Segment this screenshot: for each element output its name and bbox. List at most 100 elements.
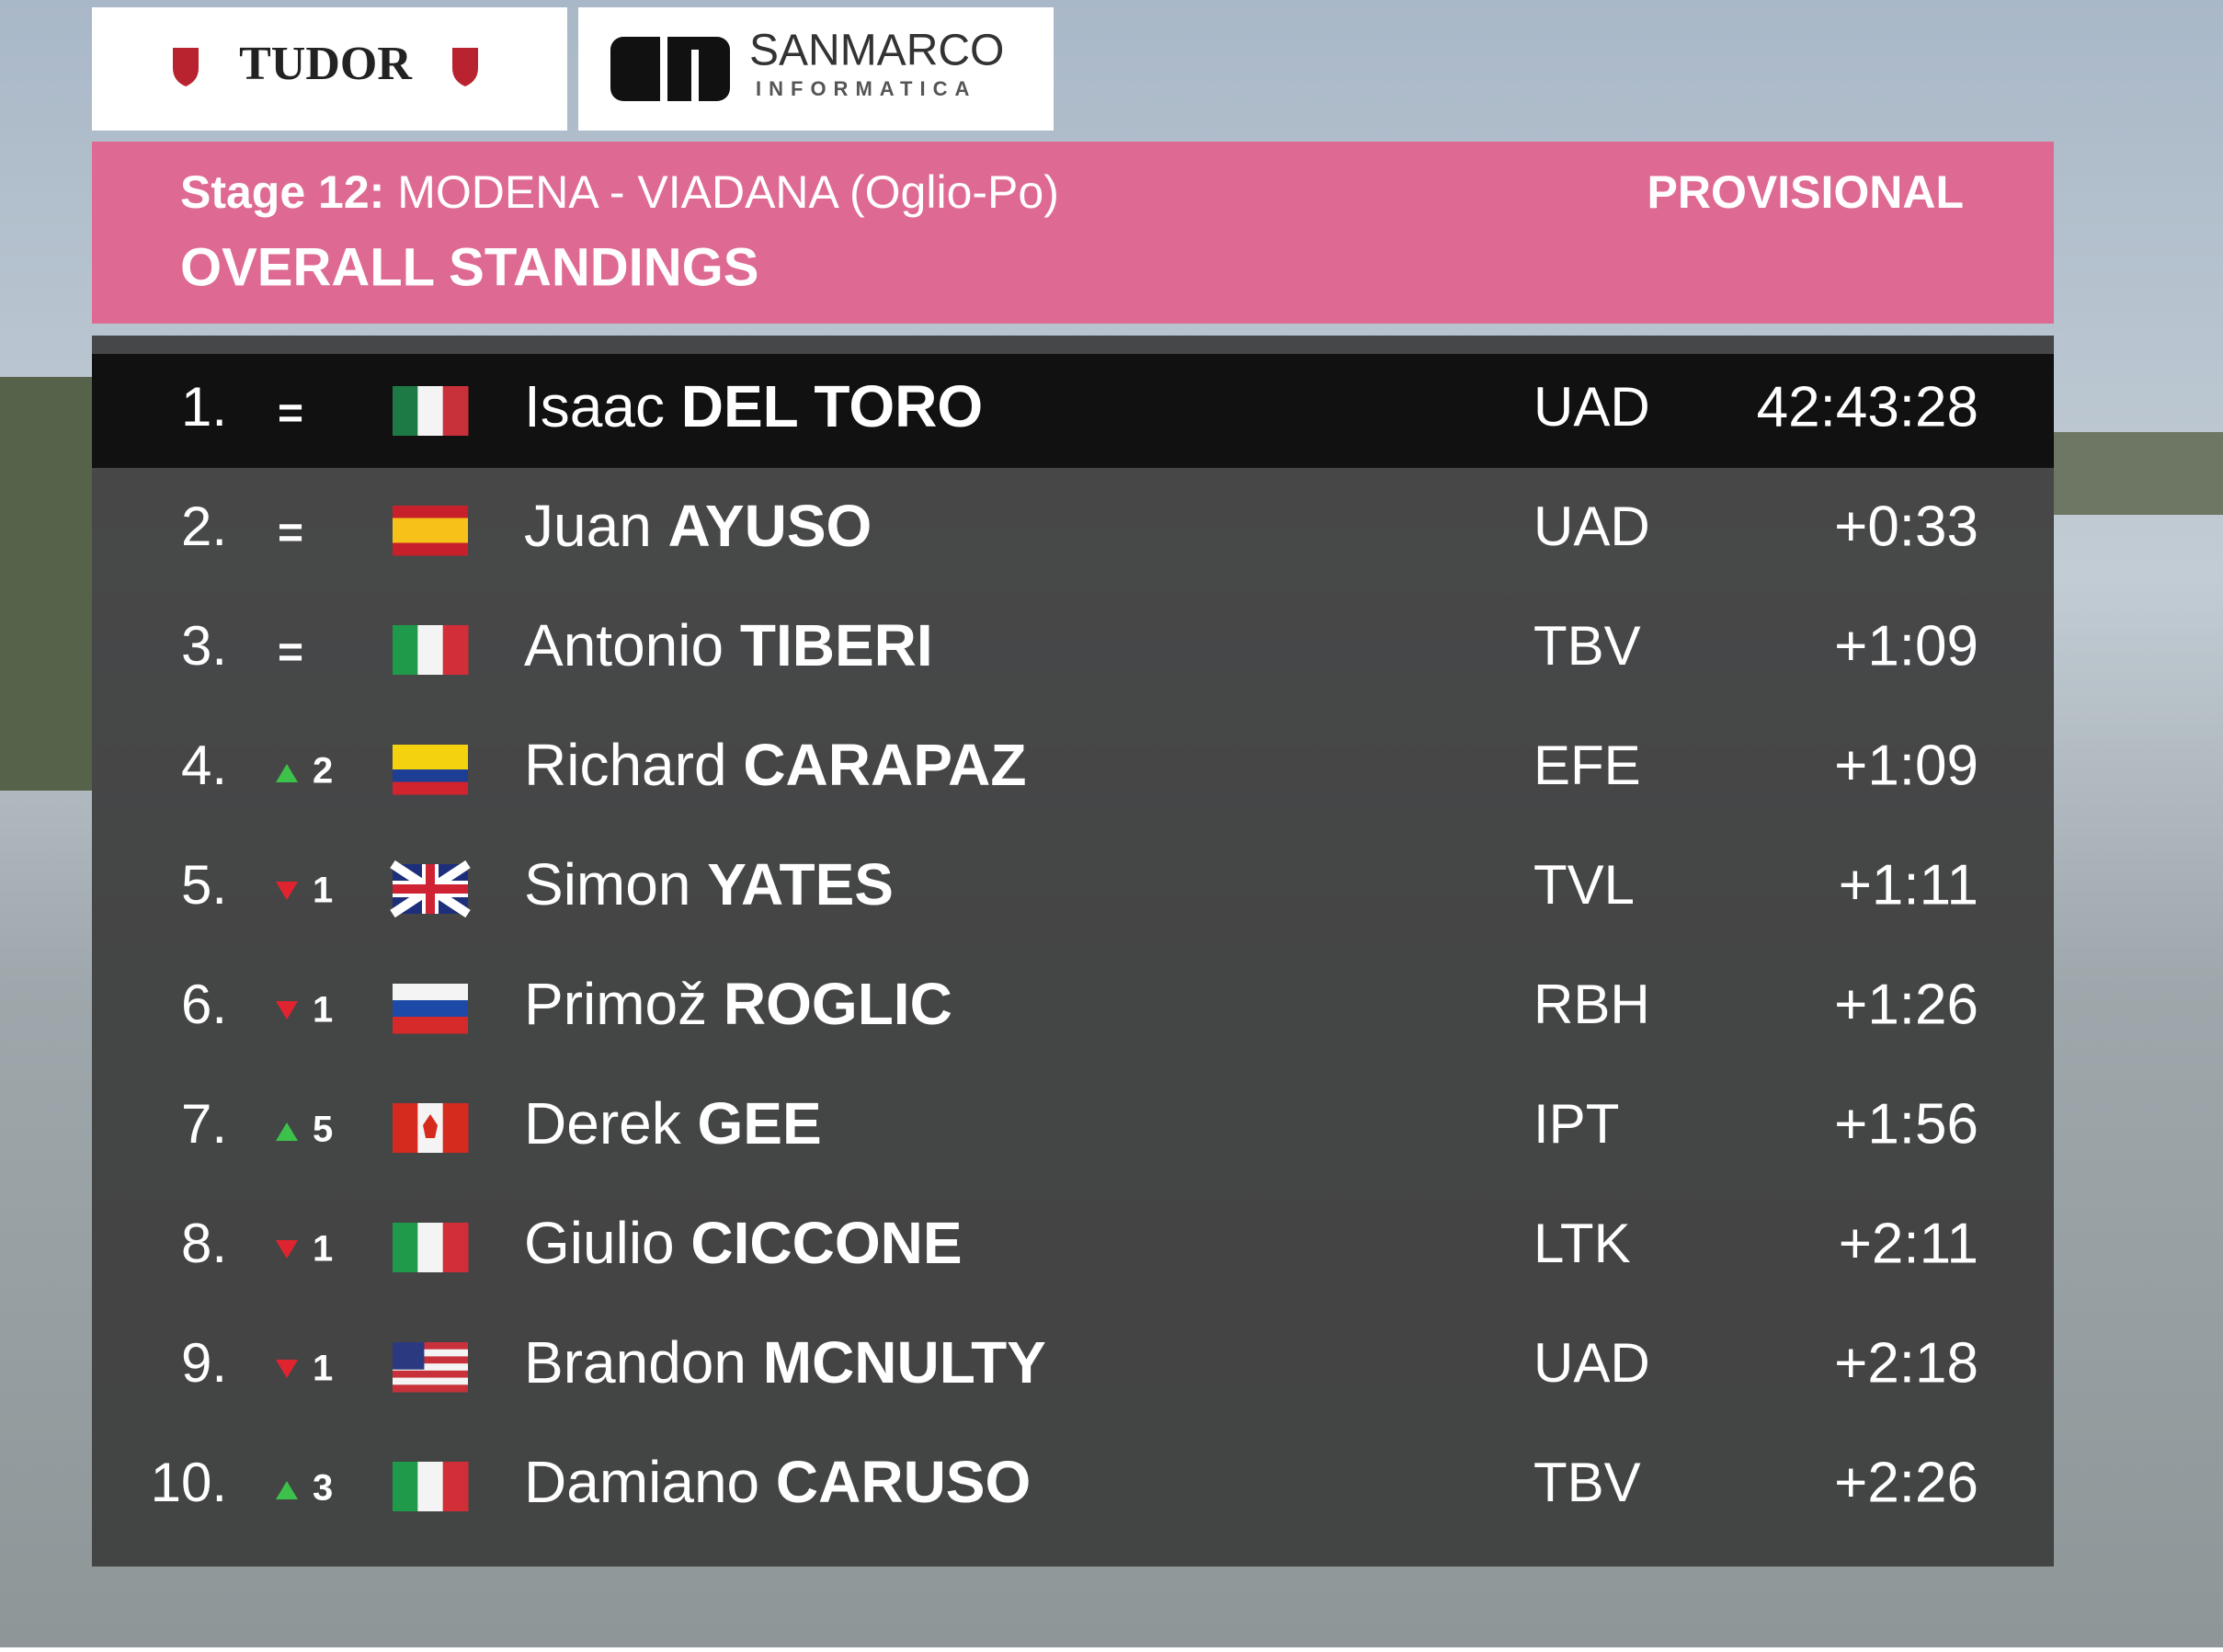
- position-change: 3: [313, 1468, 333, 1509]
- rider-name: Isaac DEL TORO: [524, 373, 983, 439]
- standing-row: 4. 2 Richard CARAPAZ EFE +1:09: [181, 732, 1978, 798]
- standing-row: 2. = Juan AYUSO UAD +0:33: [181, 493, 1978, 559]
- team: EFE: [1533, 735, 1641, 796]
- rider-name: Juan AYUSO: [524, 493, 872, 559]
- first-name: Simon: [524, 851, 690, 917]
- flag-part: [393, 769, 468, 782]
- flag-part: [417, 1223, 444, 1272]
- team: IPT: [1533, 1093, 1619, 1155]
- stage-line: Stage 12: MODENA - VIADANA (Oglio-Po): [180, 166, 1059, 218]
- standing-row: 6. 1 Primož ROGLIC RBH +1:26: [181, 971, 1978, 1037]
- flag-part: [423, 1114, 438, 1138]
- position-change: 1: [313, 871, 333, 911]
- standing-row: 5. 1 Simon YATES TVL +1:11: [181, 851, 1978, 918]
- rank: 2.: [181, 496, 227, 557]
- first-name: Derek: [524, 1090, 682, 1156]
- time: +2:11: [1839, 1212, 1978, 1275]
- flag-part: [393, 1377, 468, 1385]
- team: TVL: [1533, 854, 1635, 916]
- flag-part: [393, 1103, 418, 1153]
- flag-part: [442, 625, 469, 675]
- first-name: Brandon: [524, 1329, 747, 1396]
- position-change: 1: [313, 1229, 333, 1270]
- flag-part: [442, 1223, 469, 1272]
- last-name: DEL TORO: [681, 373, 983, 439]
- position-change: 1: [313, 1349, 333, 1389]
- shore: [2054, 432, 2223, 515]
- rider-name: Richard CARAPAZ: [524, 732, 1026, 798]
- logo-mark: [691, 50, 699, 101]
- rider-name: Derek GEE: [524, 1090, 822, 1156]
- first-name: Isaac: [524, 373, 665, 439]
- flag-part: [393, 781, 468, 795]
- time: +0:33: [1834, 495, 1978, 558]
- logo-mark: [610, 37, 730, 101]
- position-change: =: [278, 509, 303, 558]
- time: 42:43:28: [1757, 375, 1978, 439]
- sponsor-box: [92, 7, 567, 131]
- flag-part: [442, 386, 469, 436]
- last-name: TIBERI: [740, 612, 933, 678]
- rider-name: Damiano CARUSO: [524, 1449, 1031, 1515]
- position-change: 5: [313, 1110, 333, 1150]
- trees: [0, 377, 92, 791]
- flag-part: [417, 386, 444, 436]
- position-change: =: [278, 390, 303, 439]
- time: +2:26: [1834, 1451, 1978, 1514]
- time: +1:56: [1834, 1092, 1978, 1156]
- arrow-down: [276, 882, 298, 900]
- rider-name: Giulio CICCONE: [524, 1210, 963, 1276]
- standing-row: 9. 1 Brandon MCNULTY UAD +2:18: [181, 1329, 1978, 1396]
- flag-part: [442, 1462, 469, 1511]
- status: PROVISIONAL: [1647, 166, 1964, 218]
- sponsor-text: SANMARCO: [749, 27, 1004, 75]
- flag-part: [426, 864, 435, 914]
- team: RBH: [1533, 974, 1650, 1035]
- first-name: Juan: [524, 493, 652, 559]
- stage-number: Stage 12:: [180, 166, 384, 218]
- flag-part: [393, 1223, 418, 1272]
- team: UAD: [1533, 496, 1650, 557]
- flag-part: [393, 386, 418, 436]
- flag-part: [393, 518, 468, 543]
- standing-row: 1. = Isaac DEL TORO UAD 42:43:28: [181, 373, 1978, 439]
- rank: 1.: [181, 376, 227, 438]
- flag-part: [417, 1462, 444, 1511]
- shield-icon: [173, 48, 199, 86]
- arrow-down: [276, 1240, 298, 1259]
- flag-part: [393, 1000, 468, 1018]
- first-name: Giulio: [524, 1210, 675, 1276]
- team: LTK: [1533, 1213, 1631, 1274]
- position-change: =: [278, 629, 303, 678]
- standing-row: 8. 1 Giulio CICCONE LTK +2:11: [181, 1210, 1978, 1276]
- rider-name: Primož ROGLIC: [524, 971, 952, 1037]
- flag-part: [393, 1462, 418, 1511]
- flag-part: [393, 1370, 468, 1379]
- last-name: MCNULTY: [763, 1329, 1046, 1396]
- logo-mark: [660, 37, 667, 101]
- rows: 1. = Isaac DEL TORO UAD 42:43:28 2. = Juan AYUS…: [151, 373, 1978, 1515]
- flag-part: [393, 1017, 468, 1034]
- arrow-up: [276, 1481, 298, 1499]
- time: +1:26: [1834, 973, 1978, 1036]
- flag-part: [393, 1342, 425, 1370]
- time: +1:09: [1834, 614, 1978, 678]
- table-panel: [92, 336, 2054, 1567]
- standing-row: 7. 5 Derek GEE IPT +1:56: [181, 1090, 1978, 1156]
- flag-part: [393, 542, 468, 556]
- rank: 5.: [181, 854, 227, 916]
- standing-row: 10. 3 Damiano CARUSO TBV +2:26: [151, 1449, 1978, 1515]
- team: UAD: [1533, 1332, 1650, 1394]
- route: MODENA - VIADANA (Oglio-Po): [397, 166, 1059, 218]
- sponsor-text: TUDOR: [239, 38, 413, 90]
- first-name: Richard: [524, 732, 727, 798]
- flag-part: [442, 1103, 469, 1153]
- rank: 6.: [181, 974, 227, 1035]
- standing-row: 3. = Antonio TIBERI TBV +1:09: [181, 612, 1978, 678]
- arrow-down: [276, 1360, 298, 1378]
- last-name: AYUSO: [668, 493, 872, 559]
- last-name: ROGLIC: [724, 971, 952, 1037]
- first-name: Antonio: [524, 612, 724, 678]
- arrow-up: [276, 764, 298, 782]
